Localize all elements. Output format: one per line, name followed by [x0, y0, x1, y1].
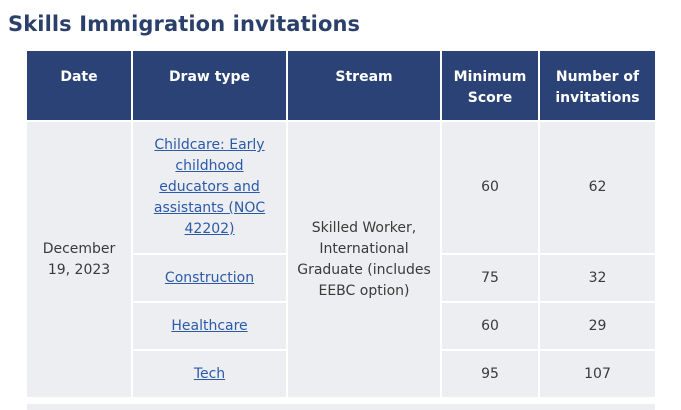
page-title: Skills Immigration invitations	[8, 12, 361, 36]
min-score-cell: 60	[440, 301, 540, 351]
header-stream: Stream	[286, 51, 442, 121]
stream-cell: Skilled Worker, International Graduate (…	[286, 120, 442, 399]
invitations-cell: 107	[538, 349, 655, 399]
next-row-edge	[27, 404, 655, 410]
table-header-row: Date Draw type Stream Minimum Score Numb…	[27, 51, 655, 121]
header-minimum-score: Minimum Score	[440, 51, 540, 121]
table-row: December 19, 2023 Childcare: Early child…	[27, 120, 655, 399]
min-score-cell: 60	[440, 120, 540, 255]
table-row: Construction 75 32	[27, 253, 655, 303]
date-cell: December 19, 2023	[27, 120, 133, 399]
min-score-cell: 75	[440, 253, 540, 303]
invitations-cell: 29	[538, 301, 655, 351]
draw-type-cell: Healthcare	[132, 301, 288, 351]
draw-type-link-childcare[interactable]: Childcare: Early childhood educators and…	[153, 137, 266, 237]
header-number-of-invitations: Number of invitations	[538, 51, 655, 121]
draw-type-cell: Childcare: Early childhood educators and…	[131, 120, 288, 255]
draw-type-link-tech[interactable]: Tech	[193, 365, 226, 382]
invitations-cell: 62	[538, 120, 655, 255]
draw-type-link-construction[interactable]: Construction	[164, 269, 255, 286]
invitations-table: Date Draw type Stream Minimum Score Numb…	[27, 51, 655, 399]
draw-date: December 19, 2023	[42, 240, 116, 278]
header-date: Date	[27, 51, 133, 121]
draw-type-link-healthcare[interactable]: Healthcare	[171, 317, 248, 334]
table-row: Tech 95 107	[27, 349, 655, 399]
invitations-cell: 32	[538, 253, 655, 303]
draw-type-cell: Tech	[132, 349, 288, 399]
stream-text: Skilled Worker, International Graduate (…	[297, 219, 431, 299]
draw-type-cell: Construction	[132, 253, 288, 303]
table-row: Healthcare 60 29	[27, 301, 655, 351]
header-draw-type: Draw type	[131, 51, 288, 121]
min-score-cell: 95	[440, 349, 540, 399]
